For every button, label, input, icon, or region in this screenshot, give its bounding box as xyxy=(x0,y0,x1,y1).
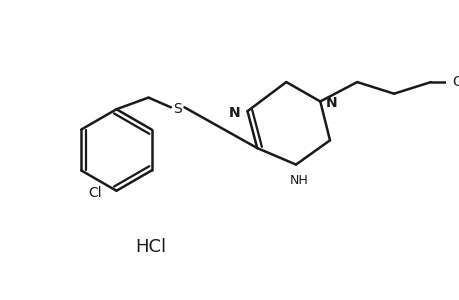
Text: N: N xyxy=(325,96,337,110)
Text: S: S xyxy=(173,102,182,116)
Text: O: O xyxy=(452,75,459,89)
Text: NH: NH xyxy=(289,174,308,187)
Text: N: N xyxy=(229,106,240,120)
Text: Cl: Cl xyxy=(88,186,102,200)
Text: HCl: HCl xyxy=(134,238,166,256)
